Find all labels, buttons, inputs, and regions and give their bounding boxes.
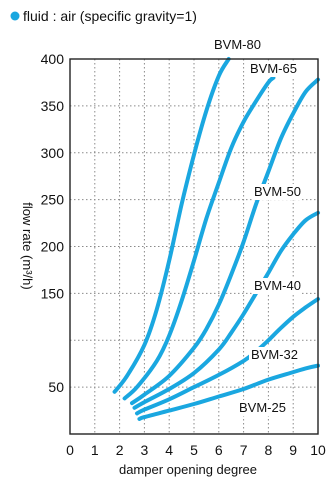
x-tick-label: 6	[215, 442, 223, 458]
x-tick-label: 10	[310, 442, 326, 458]
x-tick-label: 8	[265, 442, 273, 458]
x-tick-label: 2	[116, 442, 124, 458]
x-tick-label: 7	[240, 442, 248, 458]
x-tick-label: 3	[141, 442, 149, 458]
series-label-bvm-65: BVM-65	[250, 61, 297, 76]
chart-title: fluid : air (specific gravity=1)	[23, 8, 197, 24]
y-tick-label: 300	[41, 145, 65, 161]
curve-bvm-50	[130, 77, 320, 406]
x-tick-label: 4	[165, 442, 173, 458]
curve-bvm-65	[122, 75, 276, 401]
series-label-bvm-25: BVM-25	[239, 400, 286, 415]
label-bg-bvm-80	[212, 37, 262, 53]
curve-labels: BVM-80 BVM-65 BVM-50 BVM-40 BVM-32 BVM-25	[212, 37, 302, 416]
bullet-icon	[10, 11, 20, 21]
y-tick-label: 150	[41, 285, 65, 301]
axis-ticks: 0 1 2 3 4 5 6 7 8 9 10 50 150 200 250 300 350 400	[41, 51, 326, 458]
x-tick-label: 0	[66, 442, 74, 458]
curve-bvm-80	[112, 57, 231, 394]
plot-frame	[69, 58, 319, 435]
grid	[70, 59, 318, 434]
label-bg-bvm-65	[248, 61, 298, 77]
curves	[112, 57, 320, 421]
x-tick-label: 9	[289, 442, 297, 458]
label-bg-bvm-40	[252, 278, 302, 294]
series-label-bvm-80: BVM-80	[214, 37, 261, 52]
series-label-bvm-32: BVM-32	[251, 347, 298, 362]
curve-bvm-25	[137, 363, 320, 421]
series-label-bvm-50: BVM-50	[254, 184, 301, 199]
y-tick-label: 400	[41, 51, 65, 67]
label-bg-bvm-32	[249, 347, 299, 363]
y-tick-label: 50	[48, 379, 64, 395]
y-axis-label: flow rate (m³/h)	[20, 202, 35, 289]
y-tick-label: 350	[41, 98, 65, 114]
x-tick-label: 1	[91, 442, 99, 458]
y-tick-label: 250	[41, 192, 65, 208]
x-tick-label: 5	[190, 442, 198, 458]
label-bg-bvm-25	[237, 400, 287, 416]
label-bg-bvm-50	[252, 184, 302, 200]
x-axis-label: damper opening degree	[119, 462, 257, 477]
curve-bvm-40	[132, 210, 320, 410]
series-label-bvm-40: BVM-40	[254, 278, 301, 293]
y-tick-label: 200	[41, 239, 65, 255]
